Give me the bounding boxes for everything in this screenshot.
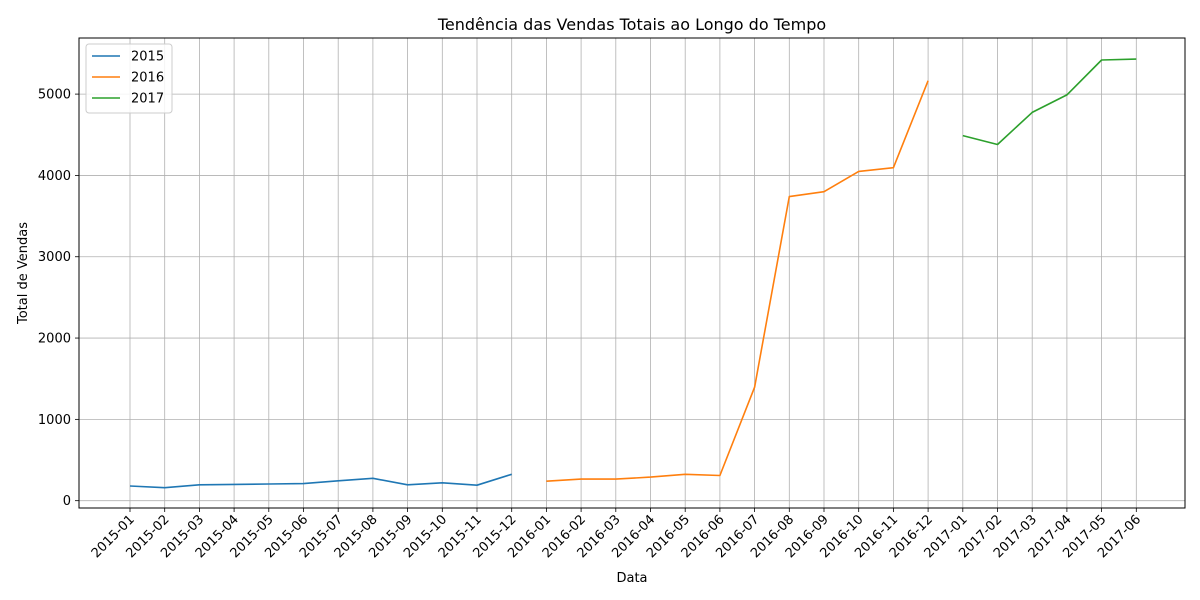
legend: 2015 2016 2017 <box>85 43 173 114</box>
x-axis-label: Data <box>616 571 647 586</box>
y-tick-label: 0 <box>63 494 71 509</box>
y-tick-label: 5000 <box>38 88 71 103</box>
series-line-2017 <box>962 58 1137 146</box>
series-line-2016 <box>546 80 929 482</box>
y-tick-label: 4000 <box>38 169 71 184</box>
chart-title: Tendência das Vendas Totais ao Longo do … <box>437 15 826 34</box>
y-tick-label: 3000 <box>38 250 71 265</box>
series-lines <box>129 58 1137 489</box>
y-tick-label: 2000 <box>38 332 71 347</box>
legend-label: 2017 <box>131 92 164 107</box>
plot-frame <box>78 37 1186 509</box>
y-axis-label: Total de Vendas <box>16 222 31 325</box>
y-tick-label: 1000 <box>38 413 71 428</box>
legend-label: 2015 <box>131 50 164 65</box>
series-line-2015 <box>129 473 512 489</box>
y-axis-ticks: 0 1000 2000 3000 4000 5000 <box>38 88 79 509</box>
legend-box <box>85 43 173 114</box>
grid-lines <box>79 38 1185 508</box>
legend-label: 2016 <box>131 71 164 86</box>
